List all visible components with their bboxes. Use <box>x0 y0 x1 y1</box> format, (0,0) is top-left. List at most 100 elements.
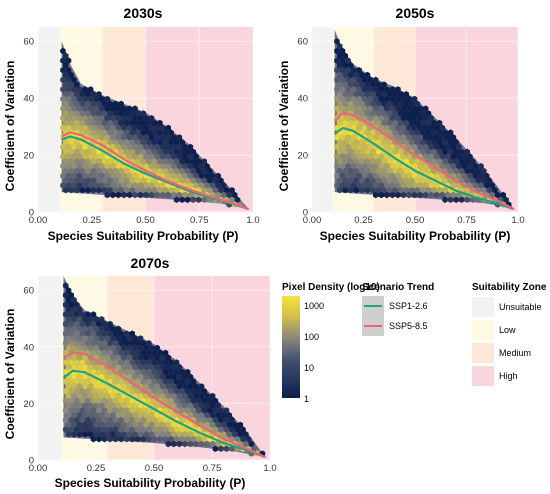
legend-label: 1 <box>304 394 309 404</box>
hexbin <box>99 325 105 332</box>
hexbin <box>162 378 169 385</box>
hexbin <box>87 383 94 390</box>
hexbin <box>409 119 415 127</box>
hexbin <box>112 397 119 404</box>
y-tick-label: 40 <box>23 94 34 105</box>
hexbin <box>417 134 423 141</box>
hexbin <box>96 167 102 175</box>
hexbin <box>143 344 149 352</box>
hexbin <box>179 167 185 175</box>
hexbin <box>356 76 362 83</box>
hexbin <box>159 373 166 380</box>
x-ticks: 0.00 0.25 0.50 0.75 1.0 <box>29 463 277 474</box>
hexbin <box>60 67 66 74</box>
hexbin <box>135 110 141 117</box>
hexbin <box>74 388 80 395</box>
hexbin <box>370 148 376 155</box>
hexbin <box>345 105 351 112</box>
hexbin <box>74 378 80 385</box>
hexbin <box>76 86 83 93</box>
hexbin <box>179 436 185 443</box>
hexbin <box>104 412 111 419</box>
hexbin <box>364 91 371 98</box>
hexbin <box>82 383 88 390</box>
hexbin <box>187 182 194 189</box>
hexbin <box>62 91 69 98</box>
hexbin <box>154 143 160 151</box>
hexbin <box>245 436 252 443</box>
hexbin <box>74 119 80 127</box>
hexbin <box>187 392 194 400</box>
hexbin <box>112 100 119 107</box>
hexbin <box>198 440 205 448</box>
hexbin <box>157 349 163 356</box>
hexbin <box>475 167 481 175</box>
hexbin <box>68 119 74 127</box>
hexbin <box>82 105 88 112</box>
panel-2030s: 2030s Coefficient of Variation Species S… <box>3 5 260 243</box>
hexbin <box>447 129 454 136</box>
hexbin <box>135 158 141 165</box>
hexbin <box>417 163 423 170</box>
hexbin <box>76 392 83 400</box>
hexbin <box>400 191 407 199</box>
hexbin <box>334 153 340 160</box>
hexbin <box>146 378 152 385</box>
hexbin <box>87 335 94 342</box>
hexbin <box>157 359 163 366</box>
hexbin <box>65 143 72 151</box>
hexbin <box>489 191 495 199</box>
hexbin <box>334 182 340 189</box>
hexbin <box>79 407 86 414</box>
hexbin <box>137 143 144 151</box>
hexbin <box>409 139 415 146</box>
hexbin <box>101 416 108 424</box>
hexbin <box>334 105 340 112</box>
hexbin <box>157 368 163 376</box>
hexbin <box>486 177 493 184</box>
hexbin <box>386 177 393 184</box>
hexbin <box>168 148 174 155</box>
hexbin <box>93 124 99 131</box>
hexbin <box>135 416 141 424</box>
hexbin <box>132 373 138 380</box>
hexbin <box>112 330 119 337</box>
hexbin <box>93 134 99 141</box>
hexbin <box>123 139 130 146</box>
hexbin <box>126 134 133 141</box>
hexbin <box>364 81 371 88</box>
hexbin <box>82 335 88 342</box>
hexbin <box>101 139 108 146</box>
hexbin <box>384 182 390 189</box>
hexbin <box>82 86 88 93</box>
hexbin <box>154 431 160 438</box>
hexbin <box>237 431 244 438</box>
hexbin <box>234 426 241 433</box>
hexbin <box>93 431 99 438</box>
hexbin <box>229 187 235 194</box>
hexbin <box>176 153 183 160</box>
hexbin <box>99 392 105 400</box>
hexbin <box>107 340 113 347</box>
trend-line-ssp126 <box>334 126 515 211</box>
hexbin <box>65 431 72 438</box>
y-tick-label: 0 <box>303 208 308 219</box>
hexbin <box>74 177 80 184</box>
hexbin <box>143 421 149 428</box>
hexbin <box>74 187 80 194</box>
hexbin <box>240 436 246 443</box>
hexbin <box>146 426 152 433</box>
hexbin <box>115 172 122 179</box>
panel-2070s: 2070s Coefficient of Variation Species S… <box>3 255 277 490</box>
hexbin <box>176 383 183 390</box>
hexbin <box>140 359 147 366</box>
hexbin <box>129 426 135 433</box>
hexbin <box>62 349 69 356</box>
hexbin <box>65 325 72 332</box>
hexbin <box>467 163 473 170</box>
hexbin <box>184 407 191 414</box>
hexbin <box>428 153 434 160</box>
hexbin <box>126 182 133 189</box>
hexbin <box>115 115 122 122</box>
